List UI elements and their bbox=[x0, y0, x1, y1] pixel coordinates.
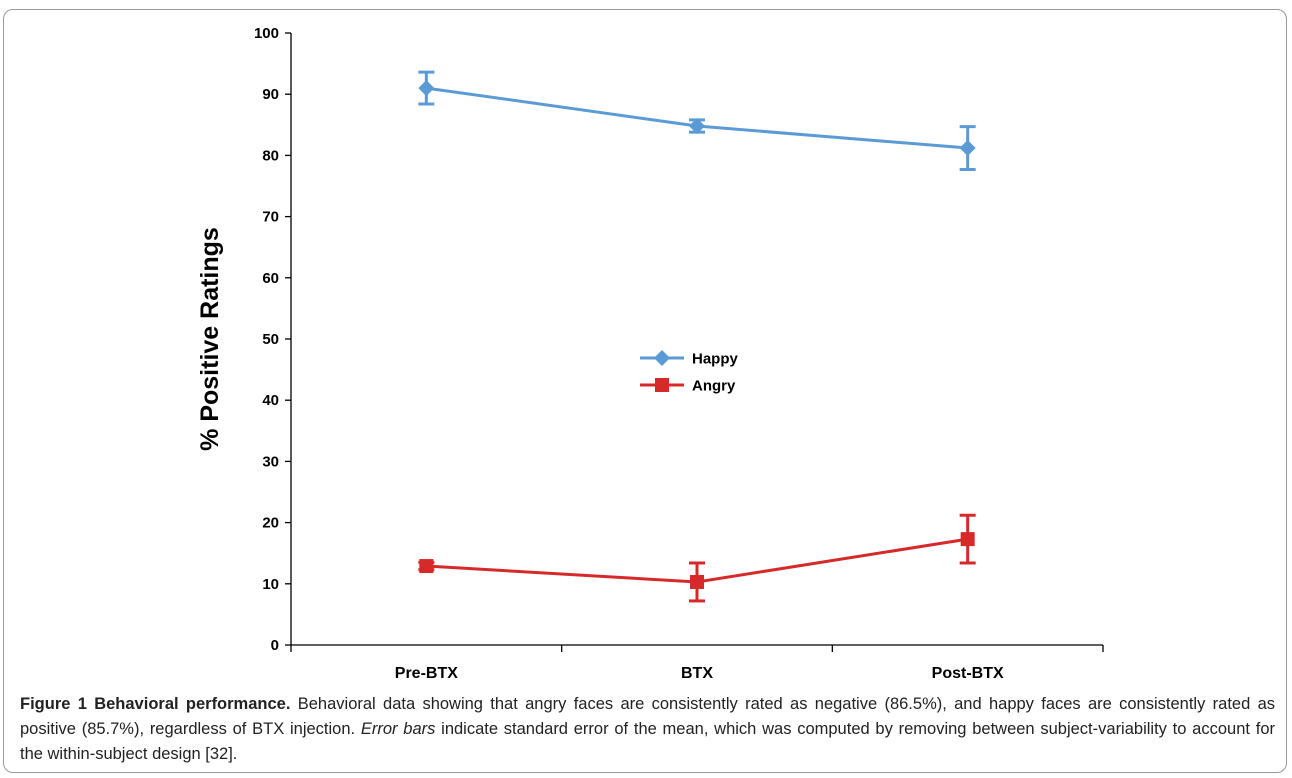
y-tick-label: 60 bbox=[262, 270, 279, 287]
data-point-square bbox=[960, 532, 975, 547]
figure-frame bbox=[3, 9, 1287, 773]
y-tick-label: 80 bbox=[262, 147, 279, 164]
figure-caption: Figure 1 Behavioral performance. Behavio… bbox=[20, 692, 1275, 767]
data-point-square bbox=[419, 559, 434, 574]
y-tick-label: 90 bbox=[262, 86, 279, 103]
data-point-diamond bbox=[959, 140, 976, 157]
series-happy bbox=[418, 70, 976, 171]
data-point-square bbox=[690, 574, 704, 589]
caption-emphasis: Error bars bbox=[360, 720, 436, 738]
y-tick-label: 100 bbox=[254, 25, 279, 42]
y-tick-label: 30 bbox=[262, 453, 279, 470]
data-point-diamond bbox=[654, 350, 670, 366]
data-point-diamond bbox=[418, 80, 435, 97]
y-tick-label: 0 bbox=[271, 637, 279, 654]
x-axis-ticks: Pre-BTX BTX Post-BTX bbox=[290, 645, 1104, 682]
chart-legend: Happy Angry bbox=[640, 350, 739, 395]
legend-item-happy: Happy bbox=[640, 350, 739, 368]
line-chart: 0 10 20 30 40 50 60 70 80 90 100 Pre-BTX BTX Post-BT… bbox=[196, 25, 1104, 682]
series-angry bbox=[418, 513, 976, 603]
legend-label: Angry bbox=[692, 378, 736, 395]
series-layer bbox=[418, 70, 976, 603]
y-tick-label: 50 bbox=[262, 331, 279, 348]
caption-text-2: indicate standard error of the mean, whi… bbox=[20, 720, 1275, 763]
y-tick-label: 10 bbox=[262, 576, 279, 593]
y-axis-ticks: 0 10 20 30 40 50 60 70 80 90 100 bbox=[254, 25, 291, 654]
x-tick-label: Post-BTX bbox=[932, 665, 1004, 682]
y-tick-label: 70 bbox=[262, 209, 279, 226]
y-tick-label: 20 bbox=[262, 515, 279, 532]
data-point-square bbox=[655, 378, 669, 392]
x-tick-label: Pre-BTX bbox=[395, 665, 458, 682]
caption-title: Figure 1 Behavioral performance. bbox=[20, 695, 291, 713]
legend-item-angry: Angry bbox=[640, 378, 736, 395]
x-tick-label: BTX bbox=[681, 665, 713, 682]
legend-label: Happy bbox=[692, 351, 739, 368]
caption-text-1: Behavioral data showing that angry faces… bbox=[20, 695, 1275, 738]
y-tick-label: 40 bbox=[262, 392, 279, 409]
y-axis-label: % Positive Ratings bbox=[196, 227, 224, 451]
data-point-diamond bbox=[689, 118, 705, 135]
